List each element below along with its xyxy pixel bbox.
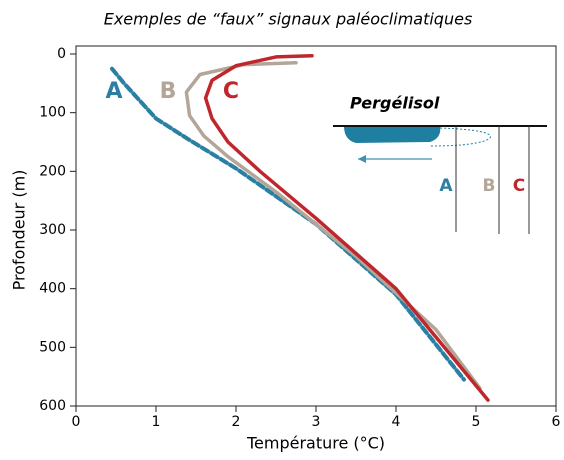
x-tick-label: 2: [232, 414, 241, 430]
inset-label: B: [483, 176, 496, 196]
series-line: [110, 66, 466, 382]
chart-title: Exemples de “faux” signaux paléoclimatiq…: [104, 10, 473, 29]
permafrost-body: [344, 126, 441, 143]
x-axis-label: Température (°C): [246, 434, 385, 453]
series-line-halo: [110, 67, 466, 381]
x-tick-label: 6: [552, 414, 561, 430]
series-line: [203, 54, 490, 402]
x-tick-label: 5: [472, 414, 481, 430]
x-tick-label: 1: [152, 414, 161, 430]
y-tick-label: 400: [39, 281, 66, 297]
y-tick-label: 100: [39, 105, 66, 121]
series-label: A: [105, 79, 122, 104]
series-label: B: [160, 79, 177, 104]
inset-label: A: [439, 176, 453, 196]
inset-label: C: [513, 176, 525, 196]
series-label: C: [223, 79, 239, 104]
y-tick-label: 300: [39, 222, 66, 238]
x-tick-label: 4: [392, 414, 401, 430]
inset: Pergélisol: [333, 94, 547, 234]
inset-title: Pergélisol: [350, 94, 440, 113]
y-axis-label: Profondeur (m): [10, 170, 29, 291]
y-tick-label: 600: [39, 398, 66, 414]
x-tick-label: 3: [312, 414, 321, 430]
arrow-head: [358, 155, 366, 163]
y-tick-label: 0: [57, 46, 66, 62]
series-line: [184, 61, 482, 391]
x-tick-label: 0: [72, 414, 81, 430]
y-tick-label: 500: [39, 339, 66, 355]
y-tick-label: 200: [39, 163, 66, 179]
